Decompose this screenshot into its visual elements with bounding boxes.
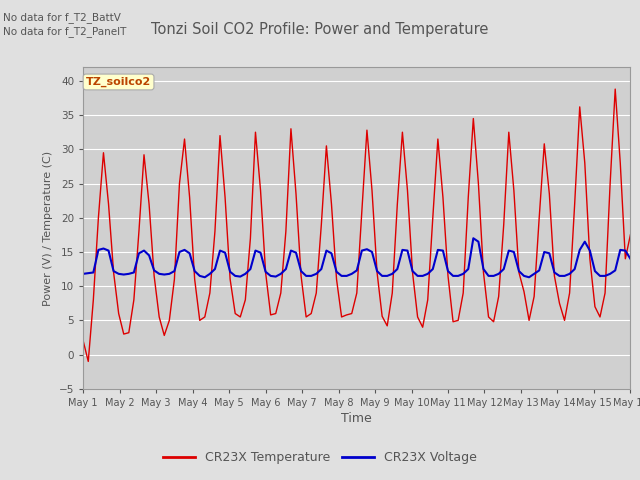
Text: No data for f_T2_PanelT: No data for f_T2_PanelT (3, 26, 127, 37)
Text: Tonzi Soil CO2 Profile: Power and Temperature: Tonzi Soil CO2 Profile: Power and Temper… (151, 22, 489, 36)
Legend: CR23X Temperature, CR23X Voltage: CR23X Temperature, CR23X Voltage (159, 446, 481, 469)
X-axis label: Time: Time (341, 412, 372, 425)
Text: TZ_soilco2: TZ_soilco2 (86, 77, 151, 87)
Text: No data for f_T2_BattV: No data for f_T2_BattV (3, 12, 121, 23)
Y-axis label: Power (V) / Temperature (C): Power (V) / Temperature (C) (44, 150, 53, 306)
